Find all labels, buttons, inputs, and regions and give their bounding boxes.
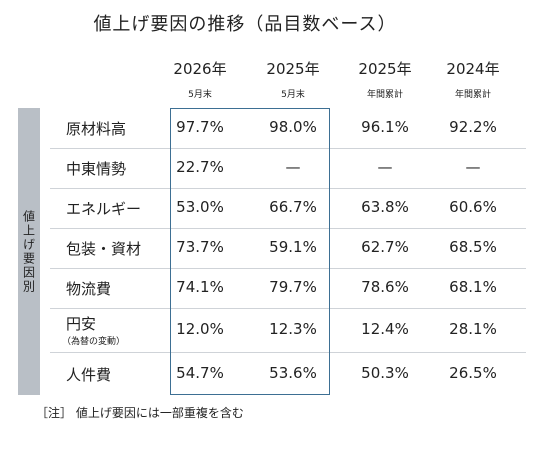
title: 値上げ要因の推移（品目数ベース） [93, 14, 397, 35]
cell-value: 54.7% [176, 363, 224, 382]
cell-value: — [377, 158, 393, 176]
row-label: 円安 [66, 315, 97, 333]
column-sub: 年間累計 [366, 90, 403, 100]
row-label: 人件費 [66, 365, 112, 384]
row-divider [50, 308, 526, 309]
highlight-box [170, 108, 330, 395]
cell-value: 96.1% [361, 118, 409, 136]
row-label: エネルギー [66, 200, 142, 218]
column-year: 2026年 [173, 60, 227, 78]
cell-value: 12.3% [269, 320, 317, 338]
cell-value: 92.2% [449, 118, 497, 136]
cell-value: 73.7% [176, 238, 224, 256]
column-year: 2025年 [266, 60, 320, 78]
cell-value: 50.3% [361, 363, 409, 382]
cell-value: 62.7% [361, 238, 409, 256]
row-divider [50, 228, 526, 229]
cell-value: 79.7% [269, 278, 317, 296]
column-year: 2024年 [446, 60, 500, 78]
side-label: 値上げ要因別 [21, 209, 36, 294]
cell-value: 12.4% [361, 320, 409, 338]
cell-value: 53.0% [176, 198, 224, 216]
column-sub: 5月末 [188, 90, 212, 100]
cell-value: 74.1% [176, 278, 224, 296]
cell-value: 68.5% [449, 238, 497, 256]
cell-value: 98.0% [269, 118, 317, 136]
column-sub: 年間累計 [454, 90, 491, 100]
row-divider [50, 188, 526, 189]
row-divider [50, 268, 526, 269]
cell-value: 66.7% [269, 198, 317, 216]
column-year: 2025年 [358, 60, 412, 78]
row-label: 物流費 [66, 280, 112, 298]
row-label: 原材料高 [66, 120, 127, 138]
row-sublabel: （為替の変動） [62, 337, 126, 347]
cell-value: — [285, 158, 301, 176]
cell-value: 97.7% [176, 118, 224, 136]
cell-value: 78.6% [361, 278, 409, 296]
cell-value: — [465, 158, 481, 176]
column-sub: 5月末 [281, 90, 305, 100]
note: ［注］ 値上げ要因には一部重複を含む [36, 406, 244, 420]
cell-value: 59.1% [269, 238, 317, 256]
row-label: 中東情勢 [66, 160, 127, 178]
side-bar: 値上げ要因別 [18, 108, 40, 395]
row-divider [50, 352, 526, 353]
cell-value: 60.6% [449, 198, 497, 216]
row-divider [50, 148, 526, 149]
cell-value: 53.6% [269, 363, 317, 382]
cell-value: 12.0% [176, 320, 224, 338]
cell-value: 22.7% [176, 158, 224, 176]
cell-value: 63.8% [361, 198, 409, 216]
cell-value: 28.1% [449, 320, 497, 338]
cell-value: 26.5% [449, 363, 497, 382]
cell-value: 68.1% [449, 278, 497, 296]
row-label: 包装・資材 [66, 240, 142, 258]
